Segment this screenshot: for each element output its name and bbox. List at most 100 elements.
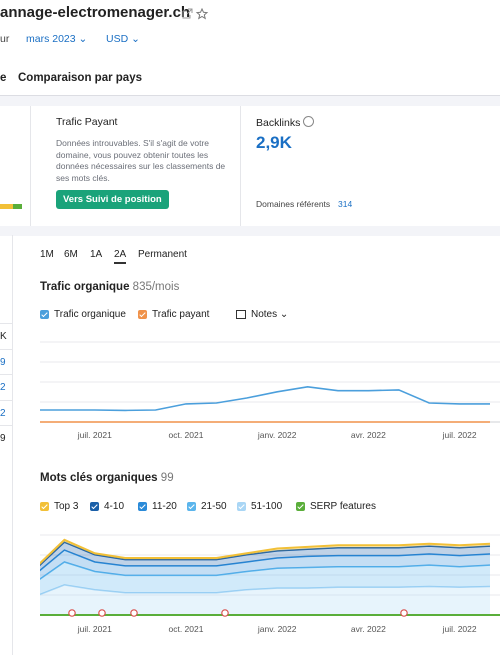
chart-heading: Mots clés organiques 99 — [40, 472, 174, 484]
tab[interactable]: e — [0, 72, 7, 84]
side-item[interactable]: 2 — [0, 382, 6, 393]
legend-label: 11-20 — [152, 501, 177, 512]
currency: USD — [106, 33, 129, 45]
date: mars 2023 — [26, 33, 76, 45]
x-tick-label: juil. 2022 — [442, 624, 477, 634]
summary-cards: Trafic Payant Données introuvables. S'il… — [0, 106, 500, 226]
legend-label: Trafic organique — [54, 309, 126, 320]
period-tab[interactable]: 2A — [114, 249, 127, 264]
mini-bar — [0, 204, 22, 209]
grid — [40, 341, 500, 403]
legend-item[interactable]: 21-50 — [187, 501, 227, 512]
area-band — [40, 542, 490, 571]
legend-label: 21-50 — [201, 501, 227, 512]
serp-icon — [130, 609, 138, 617]
chart-subtitle: 99 — [160, 472, 174, 484]
side-item[interactable]: 9 — [0, 356, 6, 368]
legend-checkbox — [237, 502, 246, 511]
card-title: Backlinks — [256, 116, 315, 129]
side-divider — [12, 235, 13, 655]
legend-label: Top 3 — [54, 501, 79, 512]
series-group — [40, 538, 491, 615]
x-tick-label: janv. 2022 — [257, 624, 297, 634]
side-item[interactable]: 9 — [0, 433, 6, 444]
x-tick-label: avr. 2022 — [351, 624, 386, 634]
serp-icon — [400, 609, 408, 617]
grid — [40, 534, 500, 596]
area-line — [40, 538, 491, 565]
keywords-chart: juil. 2021 oct. 2021 janv. 2022 avr. 2022 ju… — [40, 534, 500, 634]
serp-icon — [221, 609, 229, 617]
period-tab[interactable]: 1M — [40, 249, 54, 260]
legend-item[interactable]: Top 3 — [40, 501, 78, 512]
legend-label: 51-100 — [251, 501, 283, 512]
serp-icon — [98, 609, 106, 617]
x-tick-label: juil. 2022 — [442, 430, 477, 440]
side-row-line — [0, 374, 12, 375]
area-line — [40, 561, 491, 581]
backlinks-value: 2,9K — [256, 133, 292, 152]
side-row-line — [0, 425, 12, 426]
legend-item[interactable]: 11-20 — [138, 501, 177, 512]
area-line — [40, 549, 491, 572]
legend-label: SERP features — [310, 501, 376, 512]
legend-label: 4-10 — [104, 501, 125, 512]
x-tick-label: juil. 2021 — [77, 624, 112, 634]
area-band — [40, 550, 490, 580]
period-tab[interactable]: 1A — [90, 249, 103, 260]
legend-checkbox — [90, 502, 99, 511]
side-row-line — [0, 323, 12, 324]
backlinks-title: Backlinks — [256, 117, 301, 129]
legend-item[interactable]: Trafic organique — [40, 309, 126, 320]
legend-item[interactable]: 4-10 — [90, 501, 124, 512]
x-tick-label: juil. 2021 — [77, 430, 112, 440]
chart-heading: Trafic organique 835/mois — [40, 281, 179, 293]
currency-select[interactable]: USD ⌄ — [106, 33, 140, 45]
area-band — [40, 584, 490, 615]
legend-item[interactable]: Trafic payant — [138, 309, 209, 320]
info-icon — [303, 116, 315, 127]
side-item[interactable]: K — [0, 331, 7, 342]
referring-label: Domaines référents — [256, 199, 331, 209]
header-icons — [182, 8, 209, 20]
domain: annage-electromenager.ch — [0, 4, 191, 21]
x-tick-label: oct. 2021 — [169, 624, 204, 634]
legend-checkbox — [40, 310, 49, 319]
x-tick-label: oct. 2021 — [169, 430, 204, 440]
legend-item[interactable]: SERP features — [296, 501, 376, 512]
side-row-line — [0, 399, 12, 401]
legend-checkbox — [138, 310, 147, 319]
notes-icon — [236, 310, 246, 319]
legend-label: Trafic payant — [152, 309, 210, 320]
legend-checkbox — [40, 502, 49, 511]
chart-title: Trafic organique — [40, 281, 130, 293]
chart-subtitle: 835/mois — [132, 281, 180, 293]
card-title: Trafic Payant — [56, 116, 118, 128]
card-button[interactable]: Vers Suivi de position — [56, 190, 169, 209]
area-line — [40, 584, 491, 596]
side-item[interactable]: 2 — [0, 407, 6, 419]
chart-title: Mots clés organiques — [40, 472, 158, 484]
tab[interactable]: Comparaison par pays — [18, 72, 142, 84]
side-row-line — [0, 348, 12, 350]
prefix: ur — [0, 33, 10, 45]
serp-icon — [68, 609, 76, 617]
divider — [30, 106, 31, 226]
legend-item[interactable]: 51-100 — [237, 501, 282, 512]
series-line — [40, 385, 490, 412]
series-group — [40, 385, 490, 423]
period-tab[interactable]: 6M — [64, 249, 78, 260]
legend-checkbox — [296, 502, 305, 511]
notes-button[interactable]: Notes ⌄ — [236, 309, 288, 320]
referring-value[interactable]: 314 — [338, 199, 353, 209]
notes-label: Notes — [251, 309, 278, 320]
card-description: Données introuvables. S'il s'agit de vot… — [56, 138, 226, 183]
area-band — [40, 562, 490, 595]
legend-checkbox — [138, 502, 147, 511]
period-tab[interactable]: Permanent — [138, 249, 187, 260]
divider — [240, 106, 241, 226]
area-line — [40, 541, 491, 567]
date-select[interactable]: mars 2023 ⌄ — [26, 33, 88, 45]
traffic-chart: juil. 2021 oct. 2021 janv. 2022 avr. 2022 ju… — [40, 341, 500, 440]
